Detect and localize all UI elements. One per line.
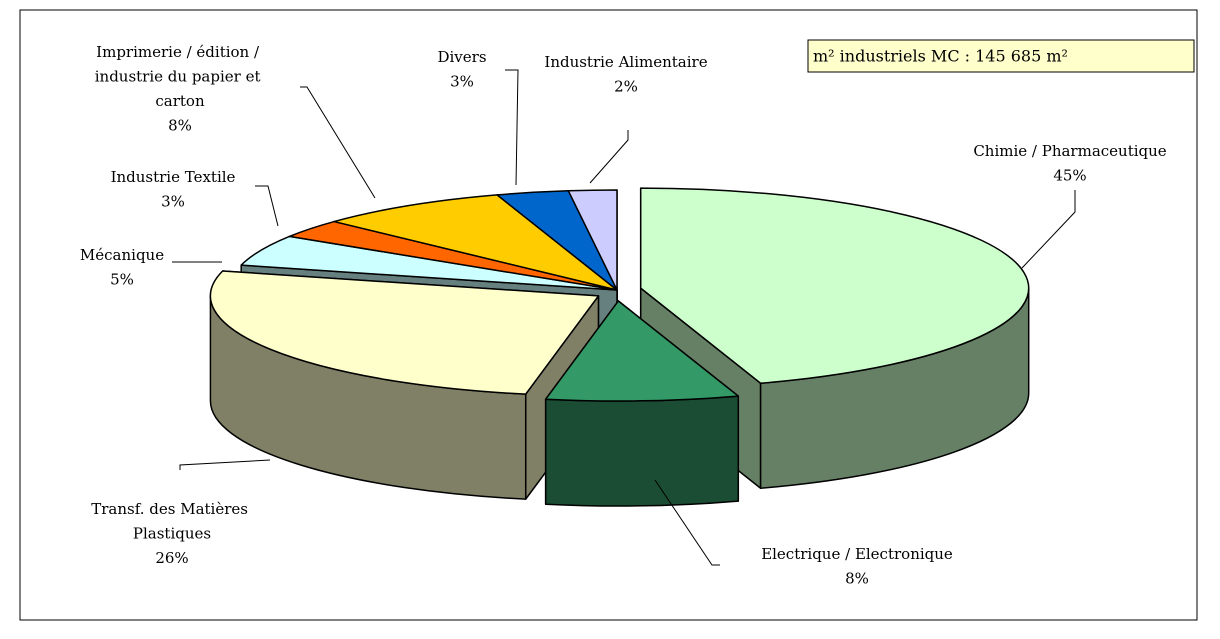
slice-label: Chimie / Pharmaceutique — [973, 142, 1166, 160]
slice-percent: 5% — [110, 271, 134, 289]
annotation: m² industriels MC : 145 685 m² — [813, 47, 1068, 66]
slice-percent: 2% — [614, 78, 638, 96]
annotation-box — [807, 39, 1195, 73]
leader-line — [179, 459, 271, 470]
slice — [639, 187, 1030, 384]
label-line: Divers — [437, 48, 486, 66]
label-line: Electrique / Electronique — [761, 545, 953, 563]
slice-label: Mécanique — [80, 246, 164, 264]
slice — [544, 300, 740, 402]
slice-label: Imprimerie / édition / industrie du papi… — [95, 43, 266, 110]
label-line: Imprimerie / édition / — [96, 43, 264, 61]
label-line: Mécanique — [80, 246, 164, 264]
label-line: Chimie / Pharmaceutique — [973, 142, 1166, 160]
label-line: Industrie Alimentaire — [544, 53, 707, 71]
slice — [333, 194, 618, 291]
slice-percent: 45% — [1053, 167, 1086, 185]
leader-line — [1021, 190, 1076, 269]
slice-label: Industrie Alimentaire — [544, 53, 707, 71]
leader-line — [255, 185, 279, 227]
leader-line — [505, 69, 519, 186]
slice-label: Transf. des Matières Plastiques — [91, 500, 253, 543]
label-line: industrie du papier et — [95, 68, 266, 86]
leader-line — [300, 86, 376, 199]
label-line: carton — [155, 92, 205, 110]
label-line: Transf. des Matières — [91, 500, 253, 518]
slice — [567, 189, 618, 291]
slice-label: Divers — [437, 48, 486, 66]
leader-line — [654, 479, 720, 566]
slice-percent: 8% — [845, 570, 869, 588]
slice-percent: 3% — [161, 193, 185, 211]
leader-line — [589, 130, 629, 184]
slice — [209, 270, 600, 395]
slice-label: Industrie Textile — [111, 168, 236, 186]
label-line: Plastiques — [133, 525, 211, 543]
slice-percent: 8% — [168, 117, 192, 135]
slice-percent: 26% — [155, 549, 188, 567]
slice-label: Electrique / Electronique — [761, 545, 953, 563]
slice-percent: 3% — [450, 73, 474, 91]
slice-side — [544, 395, 740, 507]
label-line: Industrie Textile — [111, 168, 236, 186]
